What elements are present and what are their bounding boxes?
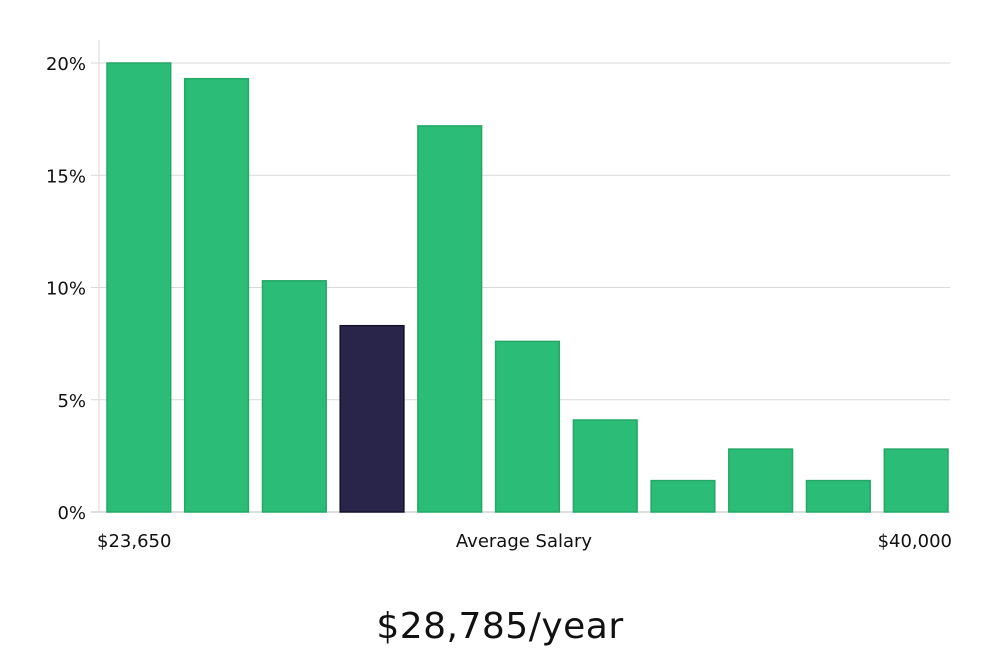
average-salary-value: $28,785/year <box>376 606 624 647</box>
x-axis-min-label: $23,650 <box>97 531 171 552</box>
y-tick-label: 20% <box>46 54 86 75</box>
histogram-bar <box>805 479 871 513</box>
histogram-bar <box>572 419 638 513</box>
y-axis-ticks: 0% 5% 10% 15% 20% <box>46 54 86 524</box>
histogram-bar <box>106 62 172 513</box>
histogram-bar <box>261 280 327 513</box>
y-tick-label: 5% <box>57 391 86 412</box>
histogram-bar <box>183 77 250 513</box>
y-tick-label: 0% <box>57 503 86 524</box>
salary-histogram-chart: 0% 5% 10% 15% 20% $23,650 Average Salary $40… <box>46 40 952 552</box>
histogram-bar <box>650 479 716 513</box>
histogram-bar-highlighted <box>339 324 405 513</box>
y-tick-label: 10% <box>46 279 86 300</box>
histogram-bar <box>417 125 483 513</box>
histogram-bar <box>728 448 794 513</box>
histogram-bars <box>106 62 949 513</box>
histogram-bar <box>494 340 561 513</box>
x-axis-max-label: $40,000 <box>878 531 952 552</box>
y-tick-label: 15% <box>46 166 86 187</box>
histogram-bar <box>883 448 949 513</box>
x-axis-center-label: Average Salary <box>456 531 593 552</box>
